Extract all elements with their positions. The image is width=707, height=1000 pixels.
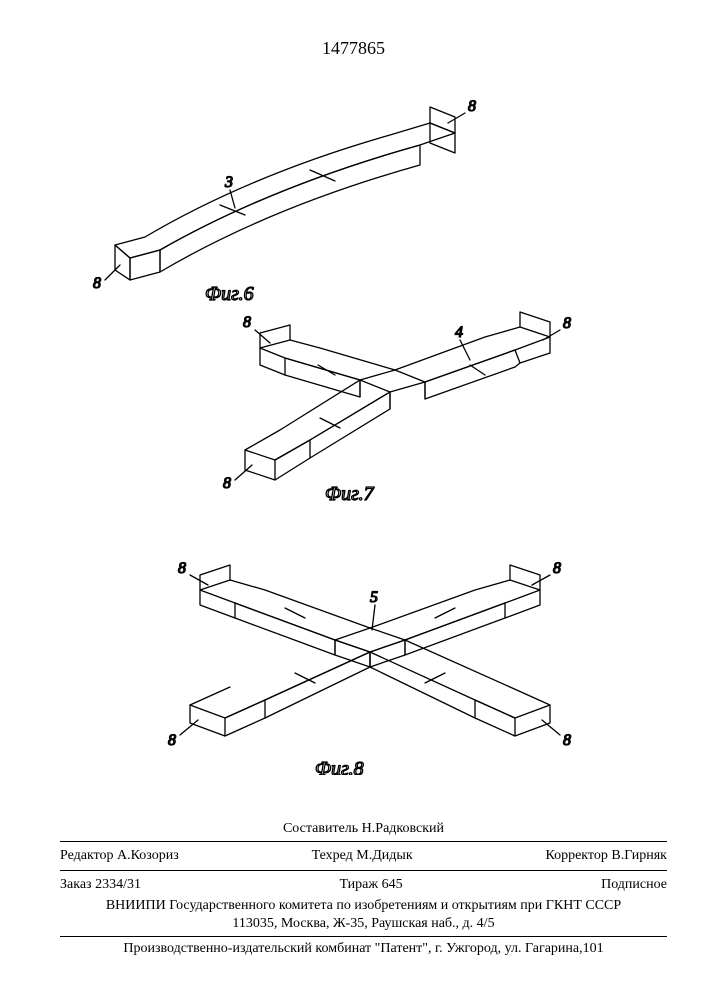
footer-rule-2 bbox=[60, 870, 667, 871]
fig7-part-8-ur: 8 bbox=[563, 315, 571, 332]
footer-rule-3 bbox=[60, 936, 667, 937]
fig8-part-8-ur: 8 bbox=[553, 560, 561, 577]
editor-name: А.Козориз bbox=[117, 848, 179, 863]
corrector-name: В.Гирняк bbox=[611, 848, 667, 863]
fig7-part-4: 4 bbox=[455, 324, 463, 341]
fig8-part-5: 5 bbox=[370, 589, 378, 606]
footer-rule-1 bbox=[60, 841, 667, 842]
figure-6 bbox=[105, 107, 465, 280]
fig6-part-3: 3 bbox=[224, 174, 233, 191]
patent-figures-svg: 3 8 8 Фиг.6 bbox=[60, 75, 640, 775]
tech-name: М.Дидык bbox=[356, 848, 412, 863]
tirage-number: 645 bbox=[382, 877, 403, 892]
order-label: Заказ bbox=[60, 877, 92, 892]
org-line-2: 113035, Москва, Ж-35, Раушская наб., д. … bbox=[60, 915, 667, 933]
fig8-part-8-ul: 8 bbox=[178, 560, 186, 577]
figure-area: 3 8 8 Фиг.6 bbox=[60, 75, 640, 775]
editor-label: Редактор bbox=[60, 848, 114, 863]
footer-block: Составитель Н.Радковский Редактор А.Козо… bbox=[60, 820, 667, 958]
subscribe-text: Подписное bbox=[601, 876, 667, 894]
fig8-part-8-ll: 8 bbox=[168, 732, 176, 749]
fig7-label: Фиг.7 bbox=[325, 483, 375, 505]
org-line-1: ВНИИПИ Государственного комитета по изоб… bbox=[60, 897, 667, 915]
corrector-label: Корректор bbox=[545, 848, 607, 863]
page-number: 1477865 bbox=[0, 38, 707, 59]
fig6-part-8-right: 8 bbox=[468, 98, 476, 115]
tirage-label: Тираж bbox=[339, 877, 378, 892]
fig6-part-8-left: 8 bbox=[93, 275, 101, 292]
fig7-part-8-ll: 8 bbox=[223, 475, 231, 492]
figure-7 bbox=[235, 312, 560, 480]
compiler-name: Н.Радковский bbox=[362, 821, 444, 836]
fig8-label: Фиг.8 bbox=[315, 758, 364, 775]
fig7-part-8-ul: 8 bbox=[243, 314, 251, 331]
producer-line: Производственно-издательский комбинат "П… bbox=[60, 940, 667, 958]
order-number: 2334/31 bbox=[95, 877, 141, 892]
fig6-label: Фиг.6 bbox=[205, 283, 254, 305]
fig8-part-8-lr: 8 bbox=[563, 732, 571, 749]
compiler-label: Составитель bbox=[283, 821, 358, 836]
tech-label: Техред bbox=[312, 848, 353, 863]
